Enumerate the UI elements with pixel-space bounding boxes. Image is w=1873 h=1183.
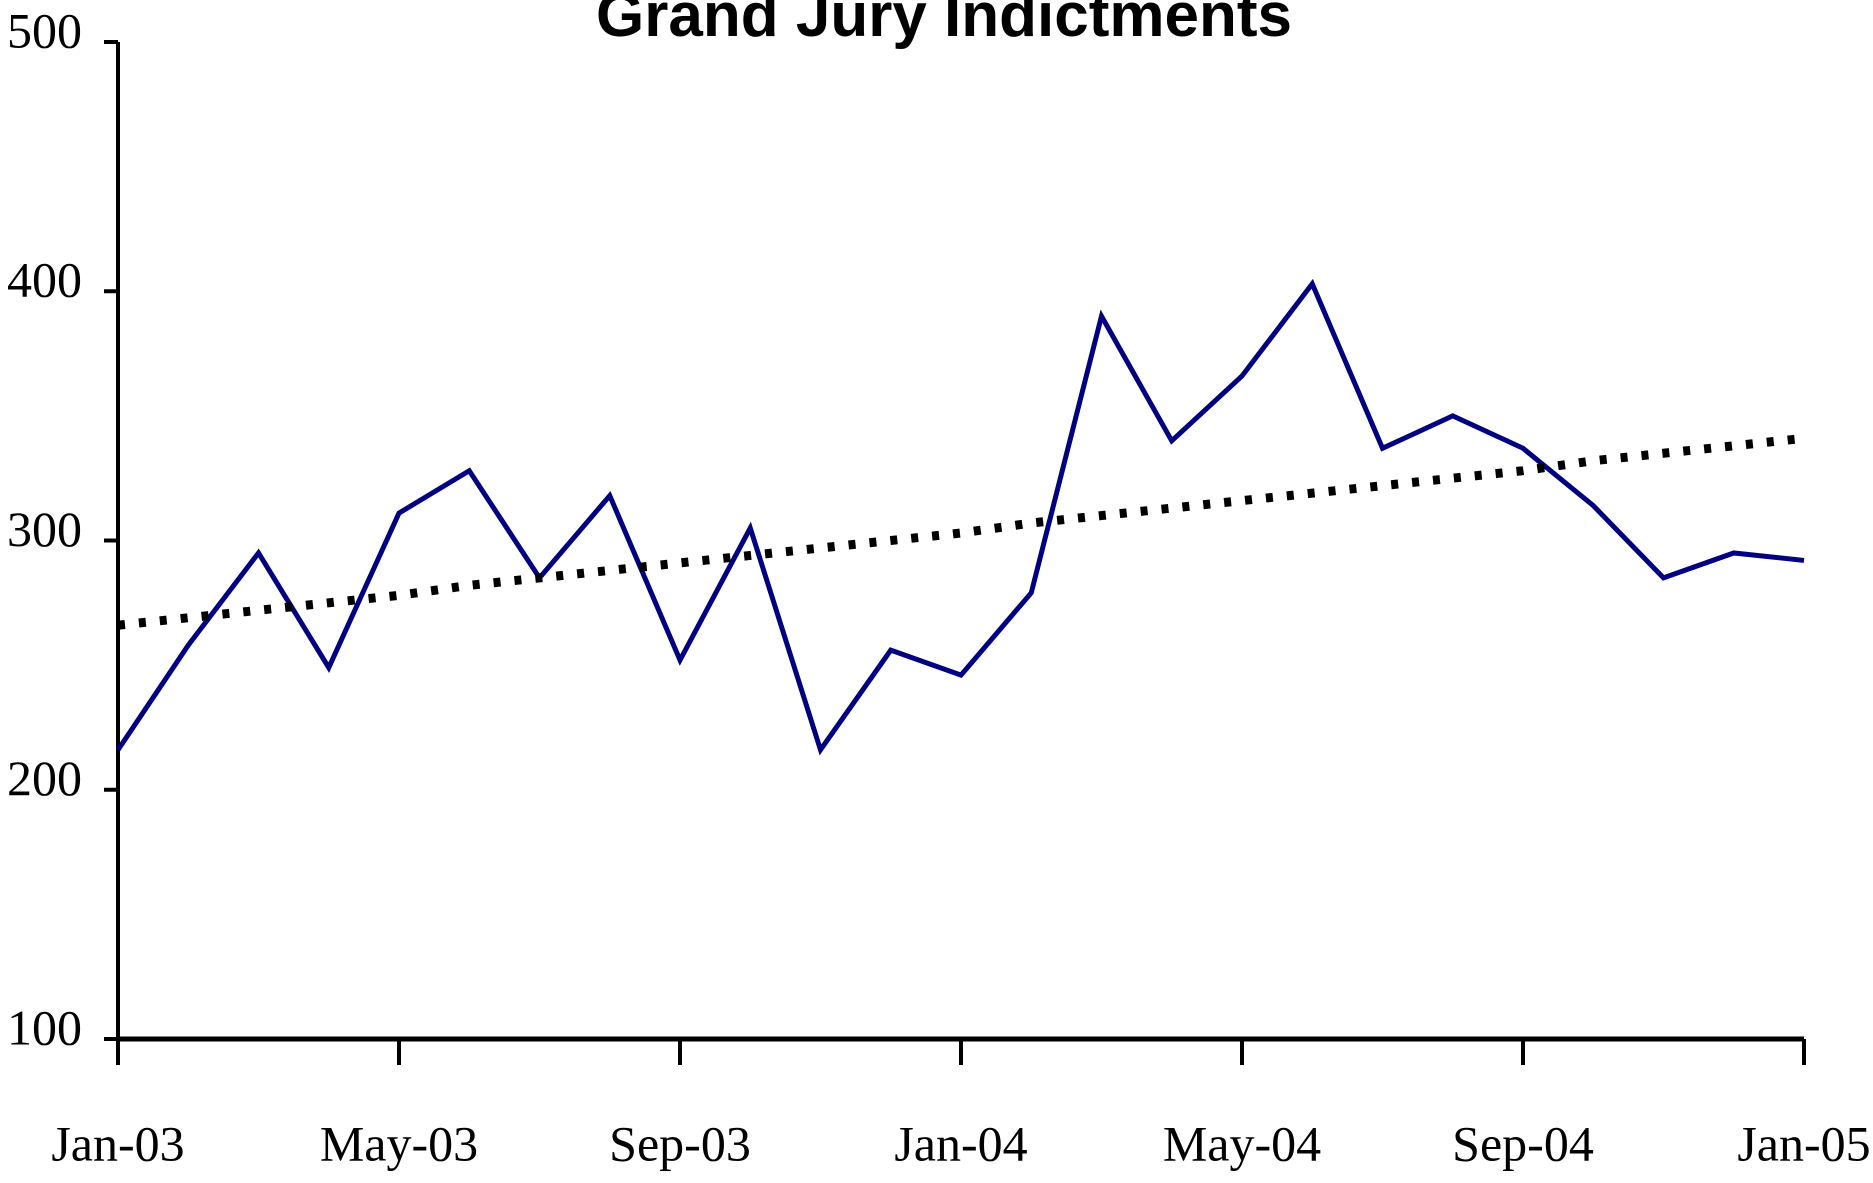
- x-tick-label: Sep-03: [609, 1115, 751, 1171]
- y-tick-label: 200: [7, 750, 82, 806]
- x-tick-label: Jan-05: [1737, 1115, 1870, 1171]
- y-tick-label: 400: [7, 252, 82, 308]
- x-tick-label: Sep-04: [1452, 1115, 1594, 1171]
- x-tick-label: Jan-03: [51, 1115, 184, 1171]
- y-tick-label: 500: [7, 2, 82, 58]
- x-tick-label: May-03: [320, 1115, 478, 1171]
- x-tick-label: Jan-04: [894, 1115, 1027, 1171]
- y-tick-label: 100: [7, 999, 82, 1055]
- x-tick-label: May-04: [1163, 1115, 1321, 1171]
- line-series: [115, 278, 1805, 756]
- y-tick-label: 300: [7, 501, 82, 557]
- chart-title: Grand Jury Indictments: [596, 0, 1292, 50]
- line-series: [117, 433, 1805, 630]
